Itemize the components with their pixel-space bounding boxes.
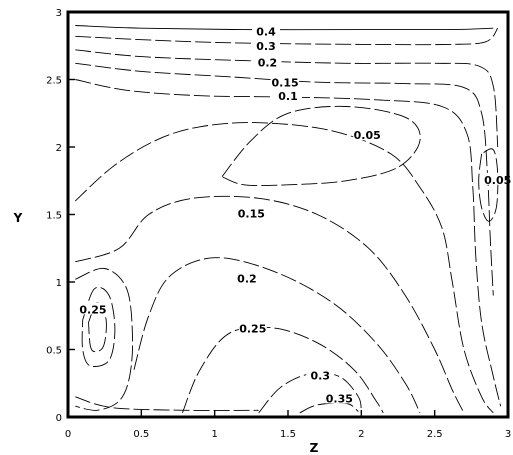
contour-line-0_15-3 [75, 62, 494, 296]
contour-label-7: 0.15 [238, 208, 265, 221]
plot-frame [66, 10, 510, 419]
y-tick-label-4: 2 [56, 143, 62, 154]
x-tick-label-5: 2.5 [427, 429, 443, 440]
contour-line-0_05-6 [478, 148, 499, 222]
contour-label-5: 0.05 [354, 129, 381, 142]
contour-label-8: 0.2 [237, 272, 257, 285]
contour-line-0_1-4 [75, 79, 502, 407]
contour-label-bg-2 [253, 55, 282, 68]
contour-label-bg-9 [238, 321, 267, 334]
contour-label-bg-4 [274, 89, 302, 102]
contour-label-10: 0.25 [79, 303, 106, 316]
contour-label-bg-7 [237, 206, 266, 219]
y-tick-label-0: 0 [56, 413, 62, 424]
contour-label-bg-8 [232, 271, 261, 284]
contour-label-3: 0.15 [271, 77, 298, 90]
contour-line-0_15-8 [75, 195, 465, 414]
contour-label-bg-12 [325, 391, 354, 404]
y-tick-label-2: 1 [56, 278, 62, 289]
x-axis-label: Z [310, 441, 319, 455]
x-tick-label-6: 3 [505, 429, 511, 440]
x-tick-label-1: 0.5 [133, 429, 149, 440]
contour-label-bg-5 [353, 128, 382, 141]
contour-line-0_3-16 [75, 396, 259, 411]
x-tick-label-4: 2 [358, 429, 364, 440]
y-tick-label-5: 2.5 [46, 76, 62, 87]
x-tick-label-0: 0 [65, 429, 71, 440]
contour-label-9: 0.25 [239, 322, 266, 335]
contour-label-6: 0.05 [484, 174, 511, 187]
y-tick-label-1: 0.5 [46, 346, 62, 357]
contour-label-0: 0.4 [256, 25, 276, 38]
contour-line-0_3-1 [75, 27, 499, 46]
x-axis: 0 0.5 1 1.5 2 2.5 3 [65, 410, 511, 440]
contour-label-bg-3 [271, 75, 300, 88]
contour-label-bg-10 [78, 302, 107, 315]
contour-line-0_2-15 [75, 267, 134, 411]
y-tick-label-6: 3 [56, 8, 62, 19]
contour-label-11: 0.3 [311, 370, 331, 383]
contour-line-0_25-13 [81, 286, 116, 367]
contour-line-0_1-7 [74, 122, 494, 414]
contour-label-4: 0.1 [278, 90, 298, 103]
contour-label-bg-11 [306, 368, 335, 381]
contour-line-0_05-5 [221, 105, 421, 187]
x-tick-label-2: 1 [211, 429, 217, 440]
contour-labels: 0.40.30.20.150.10.050.050.150.20.250.250… [78, 24, 512, 405]
contour-line-0_25-10 [181, 326, 384, 414]
contour-label-12: 0.35 [326, 392, 353, 405]
contour-line-0_4-0 [75, 25, 494, 31]
contour-label-bg-0 [252, 24, 280, 37]
contour-label-1: 0.3 [256, 40, 276, 53]
contour-label-bg-6 [483, 172, 512, 185]
contour-line-0_2-9 [133, 257, 421, 414]
contour-lines [74, 25, 502, 414]
x-tick-label-3: 1.5 [280, 429, 296, 440]
contour-label-2: 0.2 [258, 56, 278, 69]
y-tick-label-3: 1.5 [46, 211, 62, 222]
y-axis: 0 0.5 1 1.5 2 2.5 3 [46, 8, 75, 424]
contour-label-bg-1 [252, 39, 280, 52]
y-axis-label: Y [13, 211, 23, 225]
contour-line-0_2-2 [75, 49, 499, 148]
